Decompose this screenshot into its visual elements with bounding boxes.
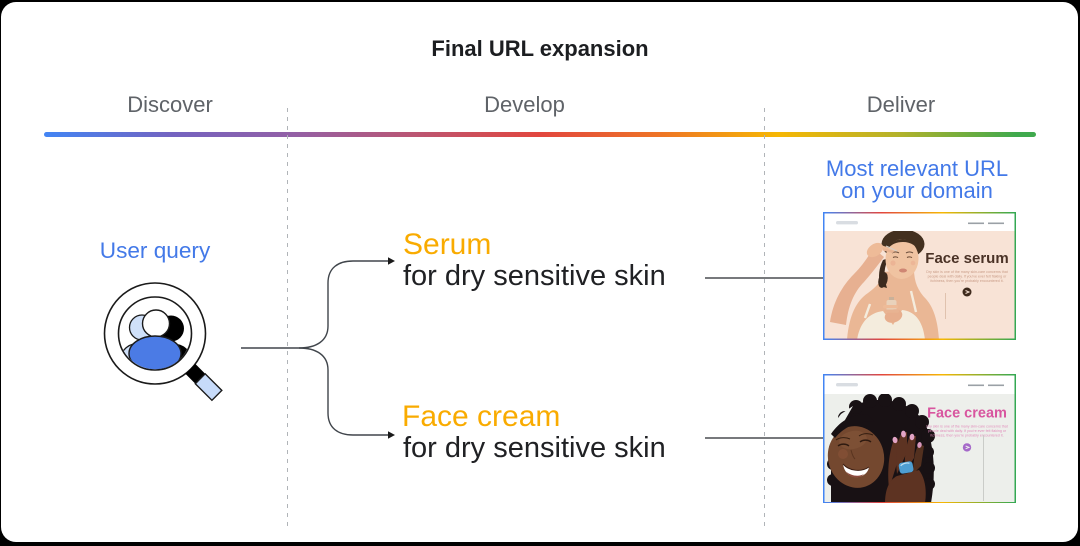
svg-text:itchiness, then you're probabl: itchiness, then you're probably encounte… [930,279,1003,283]
svg-text:Face serum: Face serum [925,250,1008,267]
svg-text:people deal with daily. If you: people deal with daily. If you're ever f… [928,429,1007,433]
svg-text:itchiness, then you're probabl: itchiness, then you're probably encounte… [930,434,1003,438]
svg-text:people deal with daily. If you: people deal with daily. If you've ever f… [928,275,1008,279]
svg-text:Dry skin is one of the many sk: Dry skin is one of the many skin-care co… [926,270,1008,274]
svg-text:Face cream: Face cream [927,405,1007,421]
svg-text:Dry skin is one of the many sk: Dry skin is one of the many skin-care co… [926,425,1008,429]
